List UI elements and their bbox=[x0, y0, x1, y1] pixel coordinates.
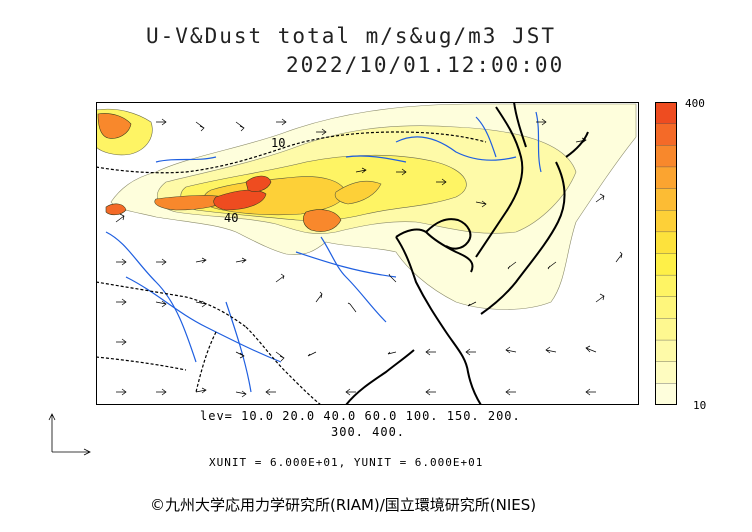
dust-region-400 bbox=[213, 189, 267, 211]
colorbar-step bbox=[655, 123, 677, 146]
vector-units: XUNIT = 6.000E+01, YUNIT = 6.000E+01 bbox=[209, 456, 484, 469]
dust-region-200 bbox=[154, 195, 227, 211]
colorbar-step bbox=[655, 210, 677, 233]
colorbar-step bbox=[655, 339, 677, 363]
dust-region-nw-core bbox=[97, 113, 132, 139]
dust-shading bbox=[96, 103, 637, 310]
chart-title: U-V&Dust total m/s&ug/m3 JST bbox=[146, 24, 557, 48]
colorbar-step bbox=[655, 166, 677, 190]
dust-region-east bbox=[334, 180, 382, 205]
coastlines bbox=[345, 102, 589, 405]
contour-levels-line1: lev= 10.0 20.0 40.0 60.0 100. 150. 200. bbox=[200, 409, 521, 423]
colorbar-step bbox=[655, 361, 677, 385]
colorbar-max-label: 400 bbox=[685, 97, 705, 110]
colorbar-steps bbox=[655, 102, 677, 405]
borders bbox=[96, 131, 487, 405]
colorbar-frame bbox=[655, 102, 677, 405]
colorbar bbox=[655, 102, 677, 405]
wind-vectors bbox=[115, 118, 623, 398]
contour-label-10: 10 bbox=[271, 136, 285, 150]
reference-vector-y-arrow bbox=[48, 413, 56, 452]
colorbar-step bbox=[655, 274, 677, 298]
contour-levels-line2: 300. 400. bbox=[331, 425, 406, 439]
colorbar-step bbox=[655, 231, 677, 255]
copyright-notice: ©九州大学応用力学研究所(RIAM)/国立環境研究所(NIES) bbox=[150, 496, 537, 514]
reference-vector-x-arrow bbox=[52, 448, 91, 456]
colorbar-step bbox=[655, 188, 677, 211]
colorbar-min-label: 10 bbox=[693, 399, 707, 412]
dust-region-mid bbox=[302, 209, 342, 232]
colorbar-step bbox=[655, 253, 677, 276]
map-frame bbox=[96, 102, 639, 405]
colorbar-step bbox=[655, 296, 677, 320]
dust-region-400c bbox=[105, 203, 127, 216]
chart-timestamp: 2022/10/01.12:00:00 bbox=[286, 53, 565, 77]
colorbar-step bbox=[655, 102, 677, 125]
dust-map: 10 40 bbox=[96, 102, 639, 405]
colorbar-step bbox=[655, 145, 677, 168]
dust-region-400b bbox=[245, 175, 272, 192]
contour-label-40: 40 bbox=[224, 211, 238, 225]
colorbar-step bbox=[655, 318, 677, 341]
reference-vector bbox=[48, 413, 91, 456]
colorbar-step bbox=[655, 383, 677, 405]
